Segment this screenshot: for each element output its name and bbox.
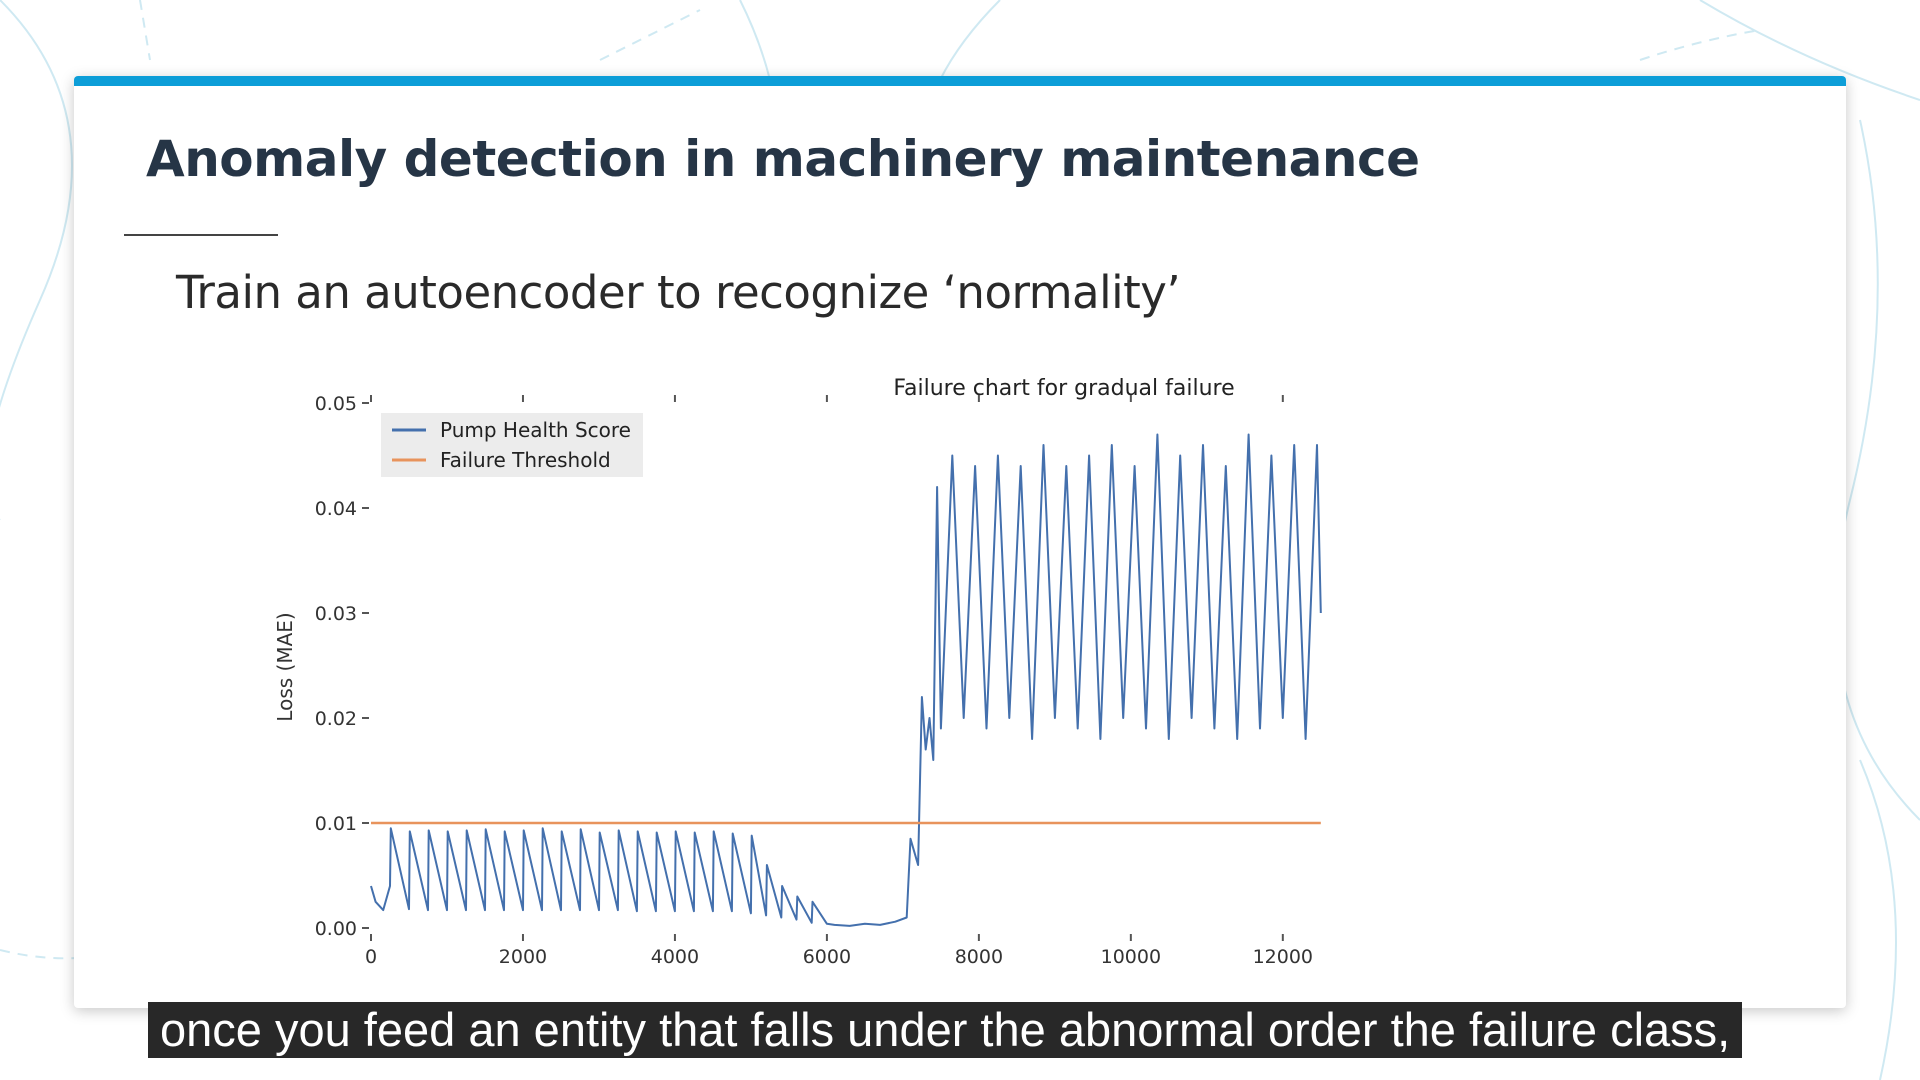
plot-series	[370, 433, 1322, 927]
series-line-pump-health	[370, 433, 1322, 927]
y-tick-label: 0.04	[315, 498, 357, 520]
x-tick-label: 2000	[499, 946, 547, 968]
video-caption: once you feed an entity that falls under…	[148, 1002, 1743, 1058]
failure-chart: Failure chart for gradual failure Loss (…	[273, 376, 1322, 968]
slide: Anomaly detection in machinery maintenan…	[74, 76, 1846, 1008]
x-tick-label: 6000	[803, 946, 851, 968]
legend-label-pump-health: Pump Health Score	[440, 418, 631, 442]
axis-ticks: 0 2000 4000 6000 8000 10000 12000 0.00 0.01 0.02 0…	[315, 393, 1313, 968]
x-tick-label: 10000	[1101, 946, 1161, 968]
x-tick-label: 8000	[955, 946, 1003, 968]
x-tick-label: 0	[365, 946, 377, 968]
y-tick-label: 0.00	[315, 918, 357, 940]
slide-accent-bar	[74, 76, 1846, 86]
slide-title: Anomaly detection in machinery maintenan…	[146, 130, 1420, 188]
title-divider	[124, 234, 278, 236]
chart-title: Failure chart for gradual failure	[893, 376, 1234, 401]
legend-label-failure-threshold: Failure Threshold	[440, 448, 611, 472]
y-tick-label: 0.01	[315, 813, 357, 835]
y-tick-label: 0.02	[315, 708, 357, 730]
y-axis-label: Loss (MAE)	[273, 612, 297, 721]
slide-subtitle: Train an autoencoder to recognize ‘norma…	[176, 266, 1181, 319]
x-tick-label: 12000	[1253, 946, 1313, 968]
y-tick-label: 0.03	[315, 603, 357, 625]
x-tick-label: 4000	[651, 946, 699, 968]
legend-box	[381, 413, 643, 477]
y-tick-label: 0.05	[315, 393, 357, 415]
chart-legend: Pump Health Score Failure Threshold	[381, 413, 643, 477]
